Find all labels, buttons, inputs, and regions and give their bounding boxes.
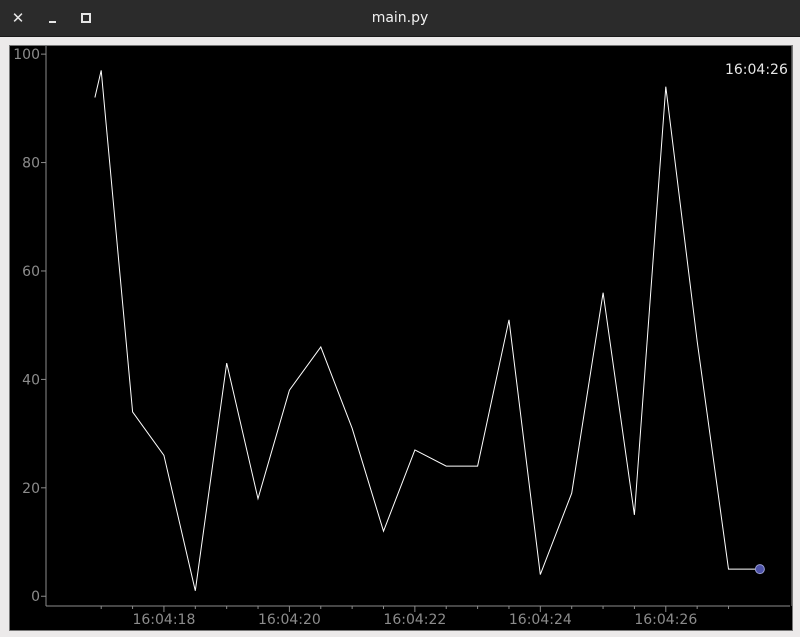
x-tick-label: 16:04:24 xyxy=(509,612,572,628)
plot-area[interactable]: 0 20 40 60 80 100 16:04:18 16:04:20 16:04:22 16:0… xyxy=(9,45,793,631)
title-bar: ✕ main.py xyxy=(0,0,800,37)
x-tick-label: 16:04:26 xyxy=(634,612,697,628)
x-tick-label: 16:04:22 xyxy=(383,612,446,628)
window-title: main.py xyxy=(0,0,800,36)
cursor-time-label: 16:04:26 xyxy=(725,62,788,78)
y-tick-label: 80 xyxy=(22,156,40,172)
x-tick-label: 16:04:20 xyxy=(258,612,321,628)
series-line xyxy=(95,70,760,590)
y-tick-label: 60 xyxy=(22,264,40,280)
y-tick-label: 0 xyxy=(31,589,40,605)
y-tick-label: 20 xyxy=(22,481,40,497)
y-tick-label: 100 xyxy=(13,47,40,63)
x-tick-label: 16:04:18 xyxy=(132,612,195,628)
y-tick-label: 40 xyxy=(22,372,40,388)
line-chart[interactable]: 0 20 40 60 80 100 16:04:18 16:04:20 16:04:22 16:0… xyxy=(10,46,792,630)
current-point-marker xyxy=(755,565,764,574)
